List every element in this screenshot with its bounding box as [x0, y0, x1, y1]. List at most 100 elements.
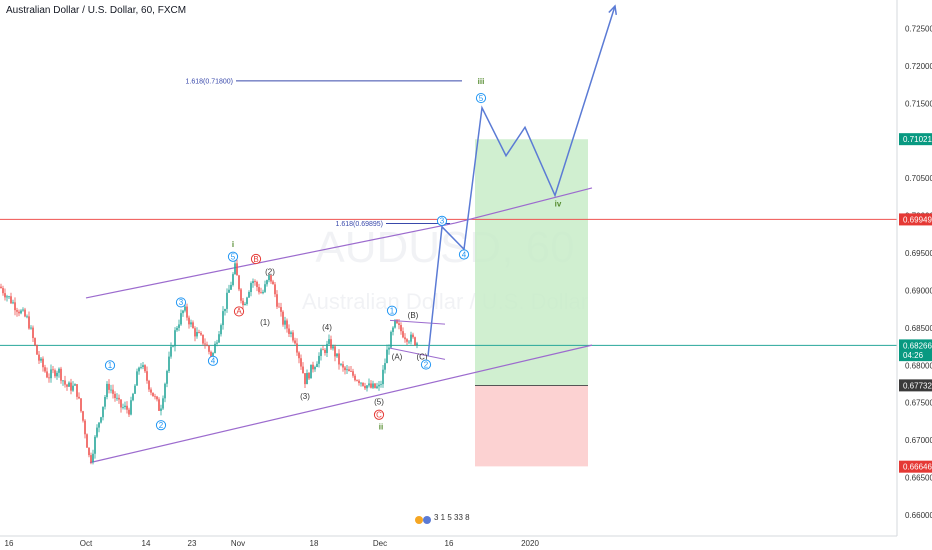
candle — [310, 364, 312, 379]
candle — [10, 292, 12, 305]
candle-body — [256, 281, 258, 288]
candle-body — [112, 389, 114, 394]
candle — [136, 368, 138, 386]
candle-body — [172, 346, 174, 348]
x-tick-label: 18 — [310, 539, 319, 548]
candle — [368, 378, 370, 388]
wave-text: 5 — [231, 253, 236, 262]
candle-body — [266, 280, 268, 285]
events-marker[interactable]: 3 1 5 33 8 — [415, 513, 470, 524]
wave-circle — [386, 305, 398, 316]
candle — [250, 281, 252, 297]
candle-body — [236, 263, 238, 276]
wave-label-paren: (3) — [300, 392, 310, 401]
candle-body — [380, 384, 382, 385]
candle-body — [324, 349, 326, 353]
candle — [86, 433, 88, 448]
candle — [152, 392, 154, 397]
candle — [50, 364, 52, 383]
y-tick-label: 0.68000 — [905, 361, 932, 370]
candle-body — [246, 297, 248, 304]
candle — [162, 395, 164, 410]
candle — [236, 259, 238, 276]
candle — [376, 382, 378, 389]
candle — [338, 349, 340, 370]
candle-body — [224, 308, 226, 312]
candle — [374, 383, 376, 389]
wave-label-circle: 2 — [420, 359, 432, 370]
candle-body — [404, 337, 406, 340]
candle-body — [288, 328, 290, 334]
wave-label-paren: (4) — [322, 323, 332, 332]
candle-body — [190, 322, 192, 325]
candle-body — [416, 343, 418, 346]
candle — [354, 373, 356, 382]
candle — [238, 274, 240, 292]
candle — [22, 307, 24, 312]
candle-body — [352, 371, 354, 376]
candle — [74, 383, 76, 386]
event-icon — [415, 516, 423, 524]
candle — [0, 283, 2, 289]
wave-projection[interactable] — [427, 4, 618, 357]
wave-text: 2 — [424, 360, 429, 369]
channel-line-0 — [85, 222, 456, 299]
price-badge-label: 0.68266 — [903, 341, 932, 350]
candle-body — [308, 372, 310, 379]
candle-body — [228, 289, 230, 293]
wave-text: 3 — [179, 298, 184, 307]
x-tick-label: 16 — [5, 539, 14, 548]
candle — [412, 332, 414, 339]
flag-line-0 — [389, 319, 446, 325]
candle-body — [44, 367, 46, 372]
x-tick-label: Oct — [80, 539, 93, 548]
x-tick-label: 16 — [445, 539, 454, 548]
candle-body — [378, 384, 380, 387]
candle — [80, 398, 82, 413]
candle-body — [20, 310, 22, 314]
wave-label-circle: 1 — [386, 305, 398, 316]
candle-body — [396, 319, 398, 324]
candle — [350, 365, 352, 372]
wave-label-circle: 4 — [207, 355, 219, 366]
candle-body — [218, 334, 220, 343]
candle — [260, 287, 262, 294]
candle-body — [12, 302, 14, 304]
candle-body — [210, 351, 212, 358]
candle-body — [30, 327, 32, 329]
x-tick-label: 23 — [188, 539, 197, 548]
candle-body — [46, 371, 48, 378]
wave-label-circle: 4 — [458, 249, 470, 260]
candle-body — [388, 347, 390, 350]
flag-pattern[interactable] — [389, 319, 446, 360]
candle — [312, 361, 314, 373]
target-zone — [475, 139, 588, 386]
candle-body — [312, 364, 314, 370]
y-tick-label: 0.69000 — [905, 286, 932, 295]
candle — [14, 297, 16, 316]
candle — [222, 306, 224, 330]
candle-body — [296, 343, 298, 353]
candle — [34, 337, 36, 347]
fib-extensions[interactable]: 1.618(0.71800) 1.618(0.69895) — [186, 78, 462, 228]
candle-body — [4, 293, 6, 298]
price-badge-label: 0.67732 — [903, 381, 932, 390]
candle-body — [42, 358, 44, 368]
candle — [408, 340, 410, 344]
price-axis[interactable]: 0.725000.720000.715000.705000.700000.695… — [896, 0, 932, 536]
candle — [264, 280, 266, 293]
candle-body — [320, 349, 322, 356]
candle-body — [314, 367, 316, 370]
wave-label-roman: iii — [478, 77, 485, 86]
candle-body — [106, 383, 108, 398]
candle — [146, 366, 148, 384]
trend-channel[interactable] — [85, 187, 593, 464]
candle-body — [58, 368, 60, 373]
time-axis[interactable]: 16 Oct 14 23 Nov 18 Dec 16 2020 — [0, 535, 897, 548]
candle — [42, 356, 44, 372]
y-tick-label: 0.72500 — [905, 24, 932, 33]
candle-body — [84, 420, 86, 435]
candle-body — [152, 392, 154, 397]
candle-body — [330, 339, 332, 349]
